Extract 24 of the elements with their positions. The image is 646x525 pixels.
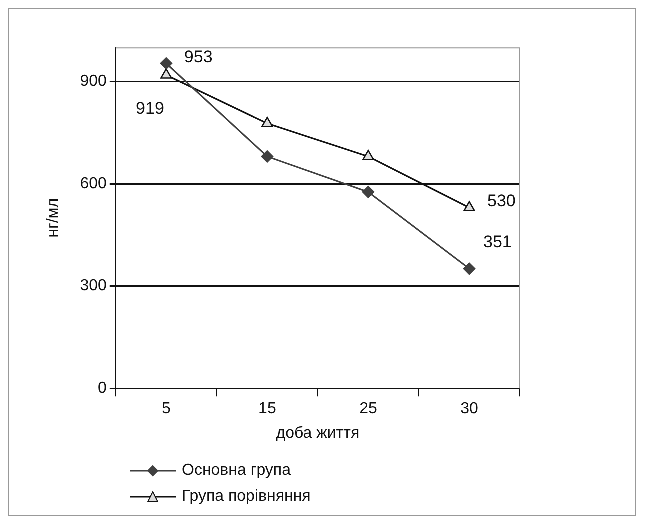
x-tick-label: 15 [258, 400, 276, 418]
legend-label: Група порівняння [182, 488, 311, 506]
data-label: 351 [483, 232, 512, 252]
y-tick-label: 0 [98, 380, 107, 398]
y-tick-label: 300 [80, 278, 107, 295]
legend-label: Основна група [182, 462, 291, 480]
point [463, 262, 476, 276]
point [464, 201, 476, 212]
data-label: 919 [136, 98, 164, 118]
data-label: 953 [184, 47, 213, 66]
point [262, 116, 274, 128]
point [261, 150, 274, 163]
point [362, 186, 375, 198]
x-tick-label: 25 [360, 400, 378, 418]
data-label: 530 [487, 192, 516, 211]
y-tick-label: 900 [80, 73, 107, 90]
x-tick-label: 5 [162, 400, 171, 418]
x-axis-title: доба життя [276, 424, 360, 442]
y-tick-label: 600 [80, 175, 107, 192]
point [160, 68, 172, 79]
point [160, 57, 173, 70]
x-tick-label: 30 [460, 400, 478, 418]
y-axis-title: нг/мл [45, 198, 62, 238]
point [362, 150, 374, 160]
